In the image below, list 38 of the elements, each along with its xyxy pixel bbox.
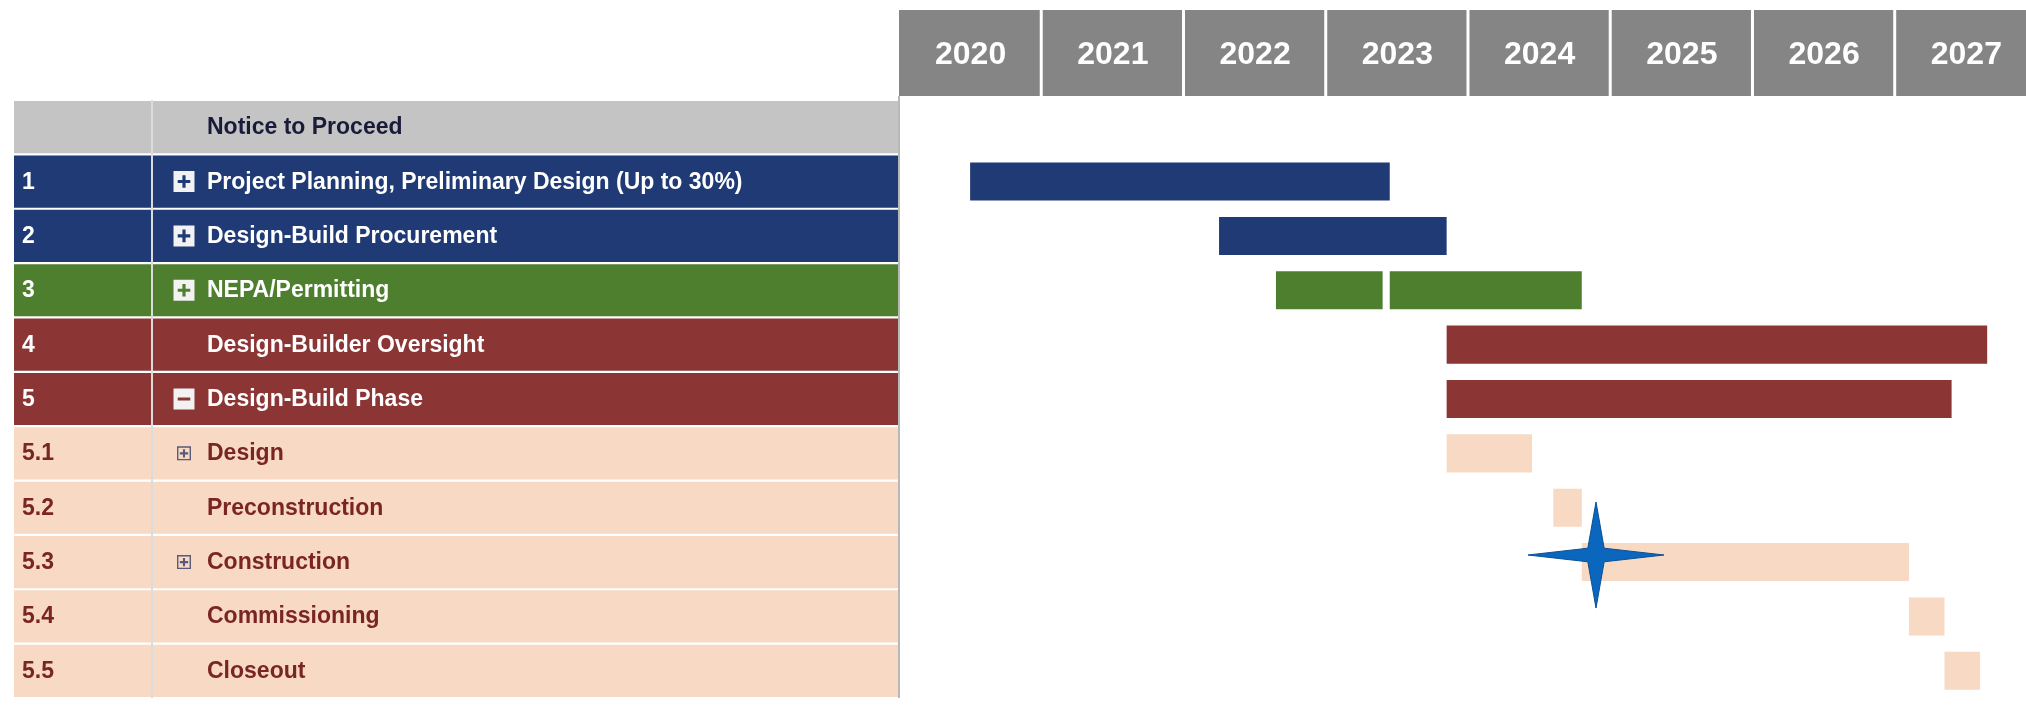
y-tick-label: Design-Build Procurement [207,221,498,248]
bar [1553,488,1582,527]
x-tick-label: 2023 [1361,34,1433,71]
text: 5 [22,385,35,411]
text: 1 [22,167,35,194]
text: 4 [22,330,35,357]
text: 3 [22,276,35,303]
y-tick-label: Notice to Proceed [207,113,403,140]
text: 5.1 [22,439,55,466]
y-tick-label: Design-Build Phase [207,385,423,411]
text: 2 [22,221,35,248]
x-tick-label: 2021 [1077,34,1149,71]
y-tick-label: Closeout [207,656,306,683]
y-tick-label: Design-Builder Oversight [207,330,485,357]
x-tick-label: 2026 [1788,34,1860,71]
bar [1446,325,1988,364]
x-tick-label: 2022 [1219,34,1291,71]
y-tick-label: Commissioning [207,602,380,629]
text: 5.2 [22,493,54,520]
bar [1908,597,1945,636]
bar [1219,216,1447,255]
y-tick-label: Preconstruction [207,493,384,520]
x-tick-label: 2020 [935,34,1007,71]
y-tick-label: NEPA/Permitting [207,276,390,303]
x-tick-label: 2025 [1646,34,1718,71]
text: 5.3 [22,548,54,575]
x-tick-label: 2024 [1504,34,1576,71]
y-tick-label: Design [207,439,284,466]
y-tick-label: Construction [207,548,351,575]
bar [1446,379,1952,419]
bar [970,162,1390,201]
bar [1944,651,1981,690]
text: 5.5 [22,656,55,683]
bar [1446,434,1532,473]
text: 5.4 [22,602,55,629]
y-tick-label: Project Planning, Preliminary Design (Up to 30%) [207,167,743,194]
x-tick-label: 2027 [1930,34,2002,71]
bar [1389,271,1582,310]
